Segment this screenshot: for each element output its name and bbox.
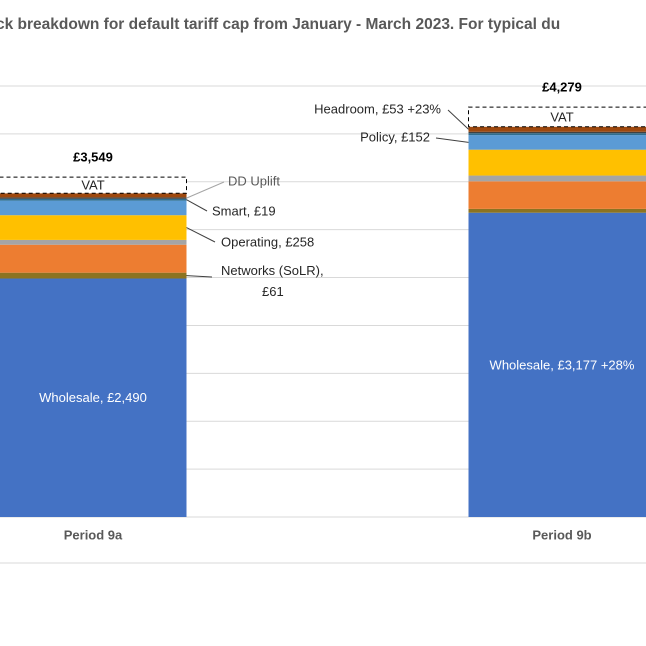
leader-line [186,181,225,199]
x-tick-label: Period 9a [64,527,123,542]
bar-segment [468,106,646,128]
x-tick-label: Period 9b [532,527,591,542]
bar-segment [468,212,646,518]
bar-segment [468,208,646,213]
bar-segment [0,176,187,194]
leader-line [447,109,469,130]
bar-segment [0,197,187,199]
segment-label: Smart, £19 [212,203,276,218]
chart-title: ck breakdown for default tariff cap from… [0,16,560,33]
bar-segment [0,278,187,517]
bar-segment [468,175,646,182]
label-line: £61 [262,284,284,299]
segment-label: Policy, £152 [360,129,430,144]
bar-segment [468,181,646,209]
segment-label: Networks (SoLR), £61 [221,263,327,299]
bar-segment [468,126,646,132]
segment-label: Operating, £258 [221,234,314,249]
bar-segment [0,244,187,273]
segment-label: Headroom, £53 +23% [314,101,441,116]
total-label: £3,549 [73,150,113,165]
bar-segment [468,133,646,136]
segment-label: DD Uplift [228,173,280,188]
bar-segment [468,131,646,134]
bar-segment [0,272,187,279]
bar-segment [0,198,187,201]
bar-segment [0,215,187,240]
segment-label: Wholesale, £3,177 +28% [490,357,635,372]
bar-segment [0,239,187,245]
segment-label: VAT [550,109,573,124]
bar-segment [0,193,187,198]
total-label: £4,279 [542,80,582,95]
leader-line [186,227,216,243]
label-line: Networks (SoLR), [221,263,327,278]
leader-line [435,137,469,143]
bar-segment [468,135,646,150]
segment-label: VAT [81,178,104,193]
bar-segment [0,200,187,216]
leader-line [186,199,208,212]
leader-line [186,275,213,278]
bar-segment [468,149,646,176]
segment-label: Wholesale, £2,490 [39,390,147,405]
